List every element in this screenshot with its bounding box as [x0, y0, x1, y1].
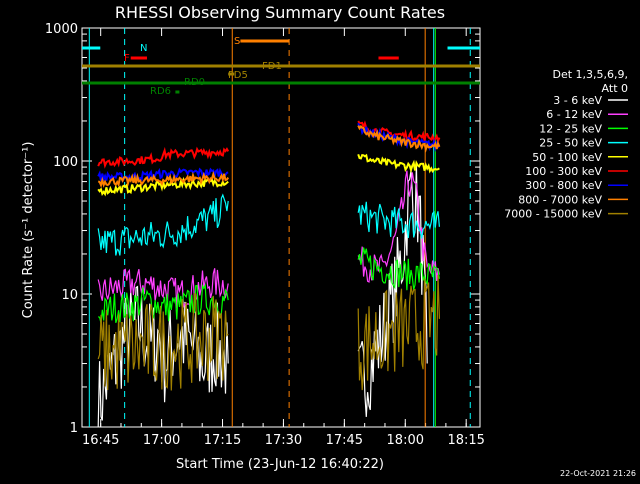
flag-label: S	[234, 36, 240, 47]
x-tick-label: 17:15	[204, 433, 241, 448]
series-line	[97, 283, 229, 324]
x-tick-label: 17:00	[143, 433, 180, 448]
legend-label: 7000 - 15000 keV	[504, 208, 602, 221]
series-line	[357, 247, 440, 291]
y-tick-label: 1000	[45, 22, 78, 37]
legend-label: 300 - 800 keV	[525, 179, 602, 192]
flag-label: N	[140, 43, 147, 54]
flag-label: FD1	[262, 61, 282, 72]
legend-label: 25 - 50 keV	[539, 137, 602, 150]
x-axis-label: Start Time (23-Jun-12 16:40:22)	[176, 457, 384, 472]
legend-label: 100 - 300 keV	[525, 165, 602, 178]
x-tick-label: 17:30	[265, 433, 302, 448]
x-tick-label: 16:45	[82, 433, 119, 448]
flag-label: RD6	[150, 86, 171, 97]
plot-frame	[81, 27, 481, 428]
x-tick-label: 18:00	[387, 433, 424, 448]
y-tick-label: 1	[70, 421, 78, 436]
generated-date: 22-Oct-2021 21:26	[560, 469, 636, 478]
y-axis-label: Count Rate (s⁻¹ detector⁻¹)	[21, 142, 36, 319]
series-line	[97, 193, 229, 256]
series-line	[357, 153, 440, 174]
legend-label: 800 - 7000 keV	[518, 193, 602, 206]
legend-label: 50 - 100 keV	[532, 151, 602, 164]
flag-label: F	[124, 53, 130, 64]
legend-header: Det 1,3,5,6,9,	[552, 68, 628, 81]
series-line	[357, 275, 440, 391]
legend-label: 12 - 25 keV	[539, 122, 602, 135]
series-line	[357, 162, 428, 417]
series-line	[97, 170, 230, 189]
flag-label: RD0	[184, 77, 205, 88]
x-tick-label: 17:45	[326, 433, 363, 448]
legend-header: Att 0	[602, 82, 628, 95]
chart-title: RHESSI Observing Summary Count Rates	[115, 3, 445, 22]
flag-label: FD5	[228, 70, 248, 81]
series-line	[97, 293, 229, 391]
x-tick-label: 18:15	[447, 433, 484, 448]
legend-label: 6 - 12 keV	[546, 108, 602, 121]
series-line	[357, 124, 441, 153]
legend-label: 3 - 6 keV	[553, 94, 602, 107]
y-tick-label: 10	[61, 288, 78, 303]
series-line	[97, 146, 230, 169]
series-line	[97, 268, 229, 309]
series-line	[97, 167, 229, 183]
y-tick-label: 100	[53, 155, 78, 170]
series-line	[357, 201, 440, 239]
